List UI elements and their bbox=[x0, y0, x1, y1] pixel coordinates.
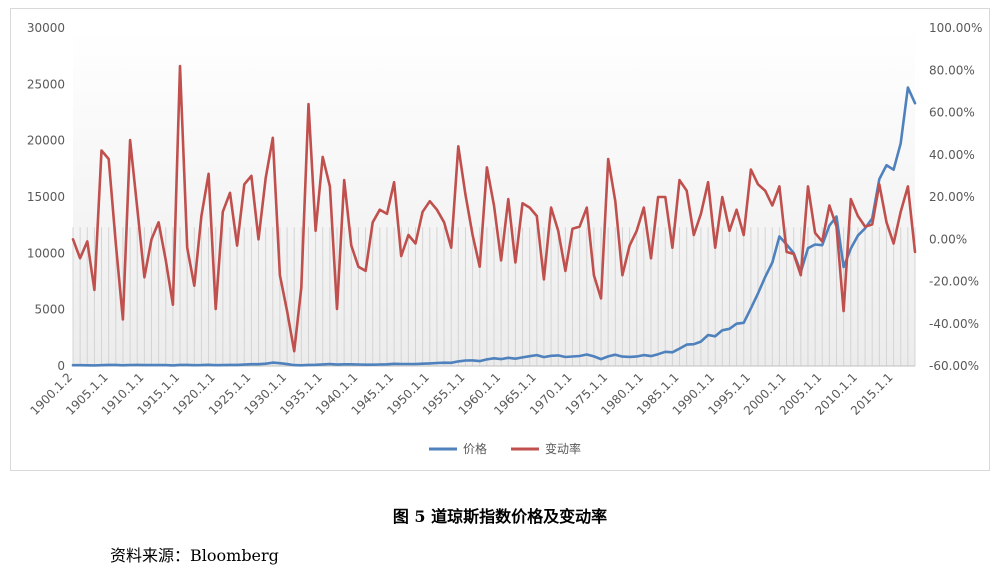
left-axis-tick: 15000 bbox=[27, 190, 65, 204]
series-line bbox=[71, 64, 917, 353]
right-axis-tick: -60.00% bbox=[929, 359, 979, 373]
right-axis-tick: 100.00% bbox=[929, 21, 982, 35]
right-axis-tick: 0.00% bbox=[929, 232, 967, 246]
right-axis-tick: 20.00% bbox=[929, 190, 975, 204]
legend-label: 价格 bbox=[463, 441, 487, 456]
left-axis-ticks: 0 5000 10000 15000 20000 25000 30000 bbox=[27, 21, 65, 373]
right-axis-ticks: -60.00% -40.00% -20.00% 0.00% 20.00% 40.00% 60… bbox=[929, 21, 982, 373]
left-axis-tick: 30000 bbox=[27, 21, 65, 35]
left-axis-tick: 5000 bbox=[34, 303, 65, 317]
series-line bbox=[71, 86, 917, 367]
legend: 价格 变动率 bbox=[429, 441, 581, 456]
chart-frame: 0 5000 10000 15000 20000 25000 30000 -60.00% -4… bbox=[10, 8, 990, 471]
right-axis-tick: 60.00% bbox=[929, 106, 975, 120]
left-axis-tick: 10000 bbox=[27, 246, 65, 260]
legend-label: 变动率 bbox=[545, 441, 581, 456]
dow-jones-chart: 0 5000 10000 15000 20000 25000 30000 -60.00% -4… bbox=[27, 21, 983, 456]
left-axis-tick: 20000 bbox=[27, 134, 65, 148]
x-axis-ticks: 1900.1.21905.1.11910.1.11915.1.11920.1.1… bbox=[27, 365, 915, 418]
right-axis-tick: 80.00% bbox=[929, 63, 975, 77]
series-lines bbox=[71, 64, 917, 367]
left-axis-tick: 0 bbox=[57, 359, 65, 373]
right-axis-tick: -20.00% bbox=[929, 275, 979, 289]
right-axis-tick: 40.00% bbox=[929, 148, 975, 162]
figure-caption: 图 5 道琼斯指数价格及变动率 bbox=[392, 507, 608, 526]
left-axis-tick: 25000 bbox=[27, 77, 65, 91]
right-axis-tick: -40.00% bbox=[929, 317, 979, 331]
source-note: 资料来源：Bloomberg bbox=[110, 546, 279, 565]
